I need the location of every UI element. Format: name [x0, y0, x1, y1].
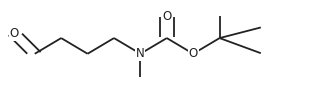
Text: O: O [189, 47, 198, 60]
Text: O: O [10, 27, 19, 40]
Text: N: N [136, 47, 145, 60]
Text: O: O [162, 10, 171, 23]
